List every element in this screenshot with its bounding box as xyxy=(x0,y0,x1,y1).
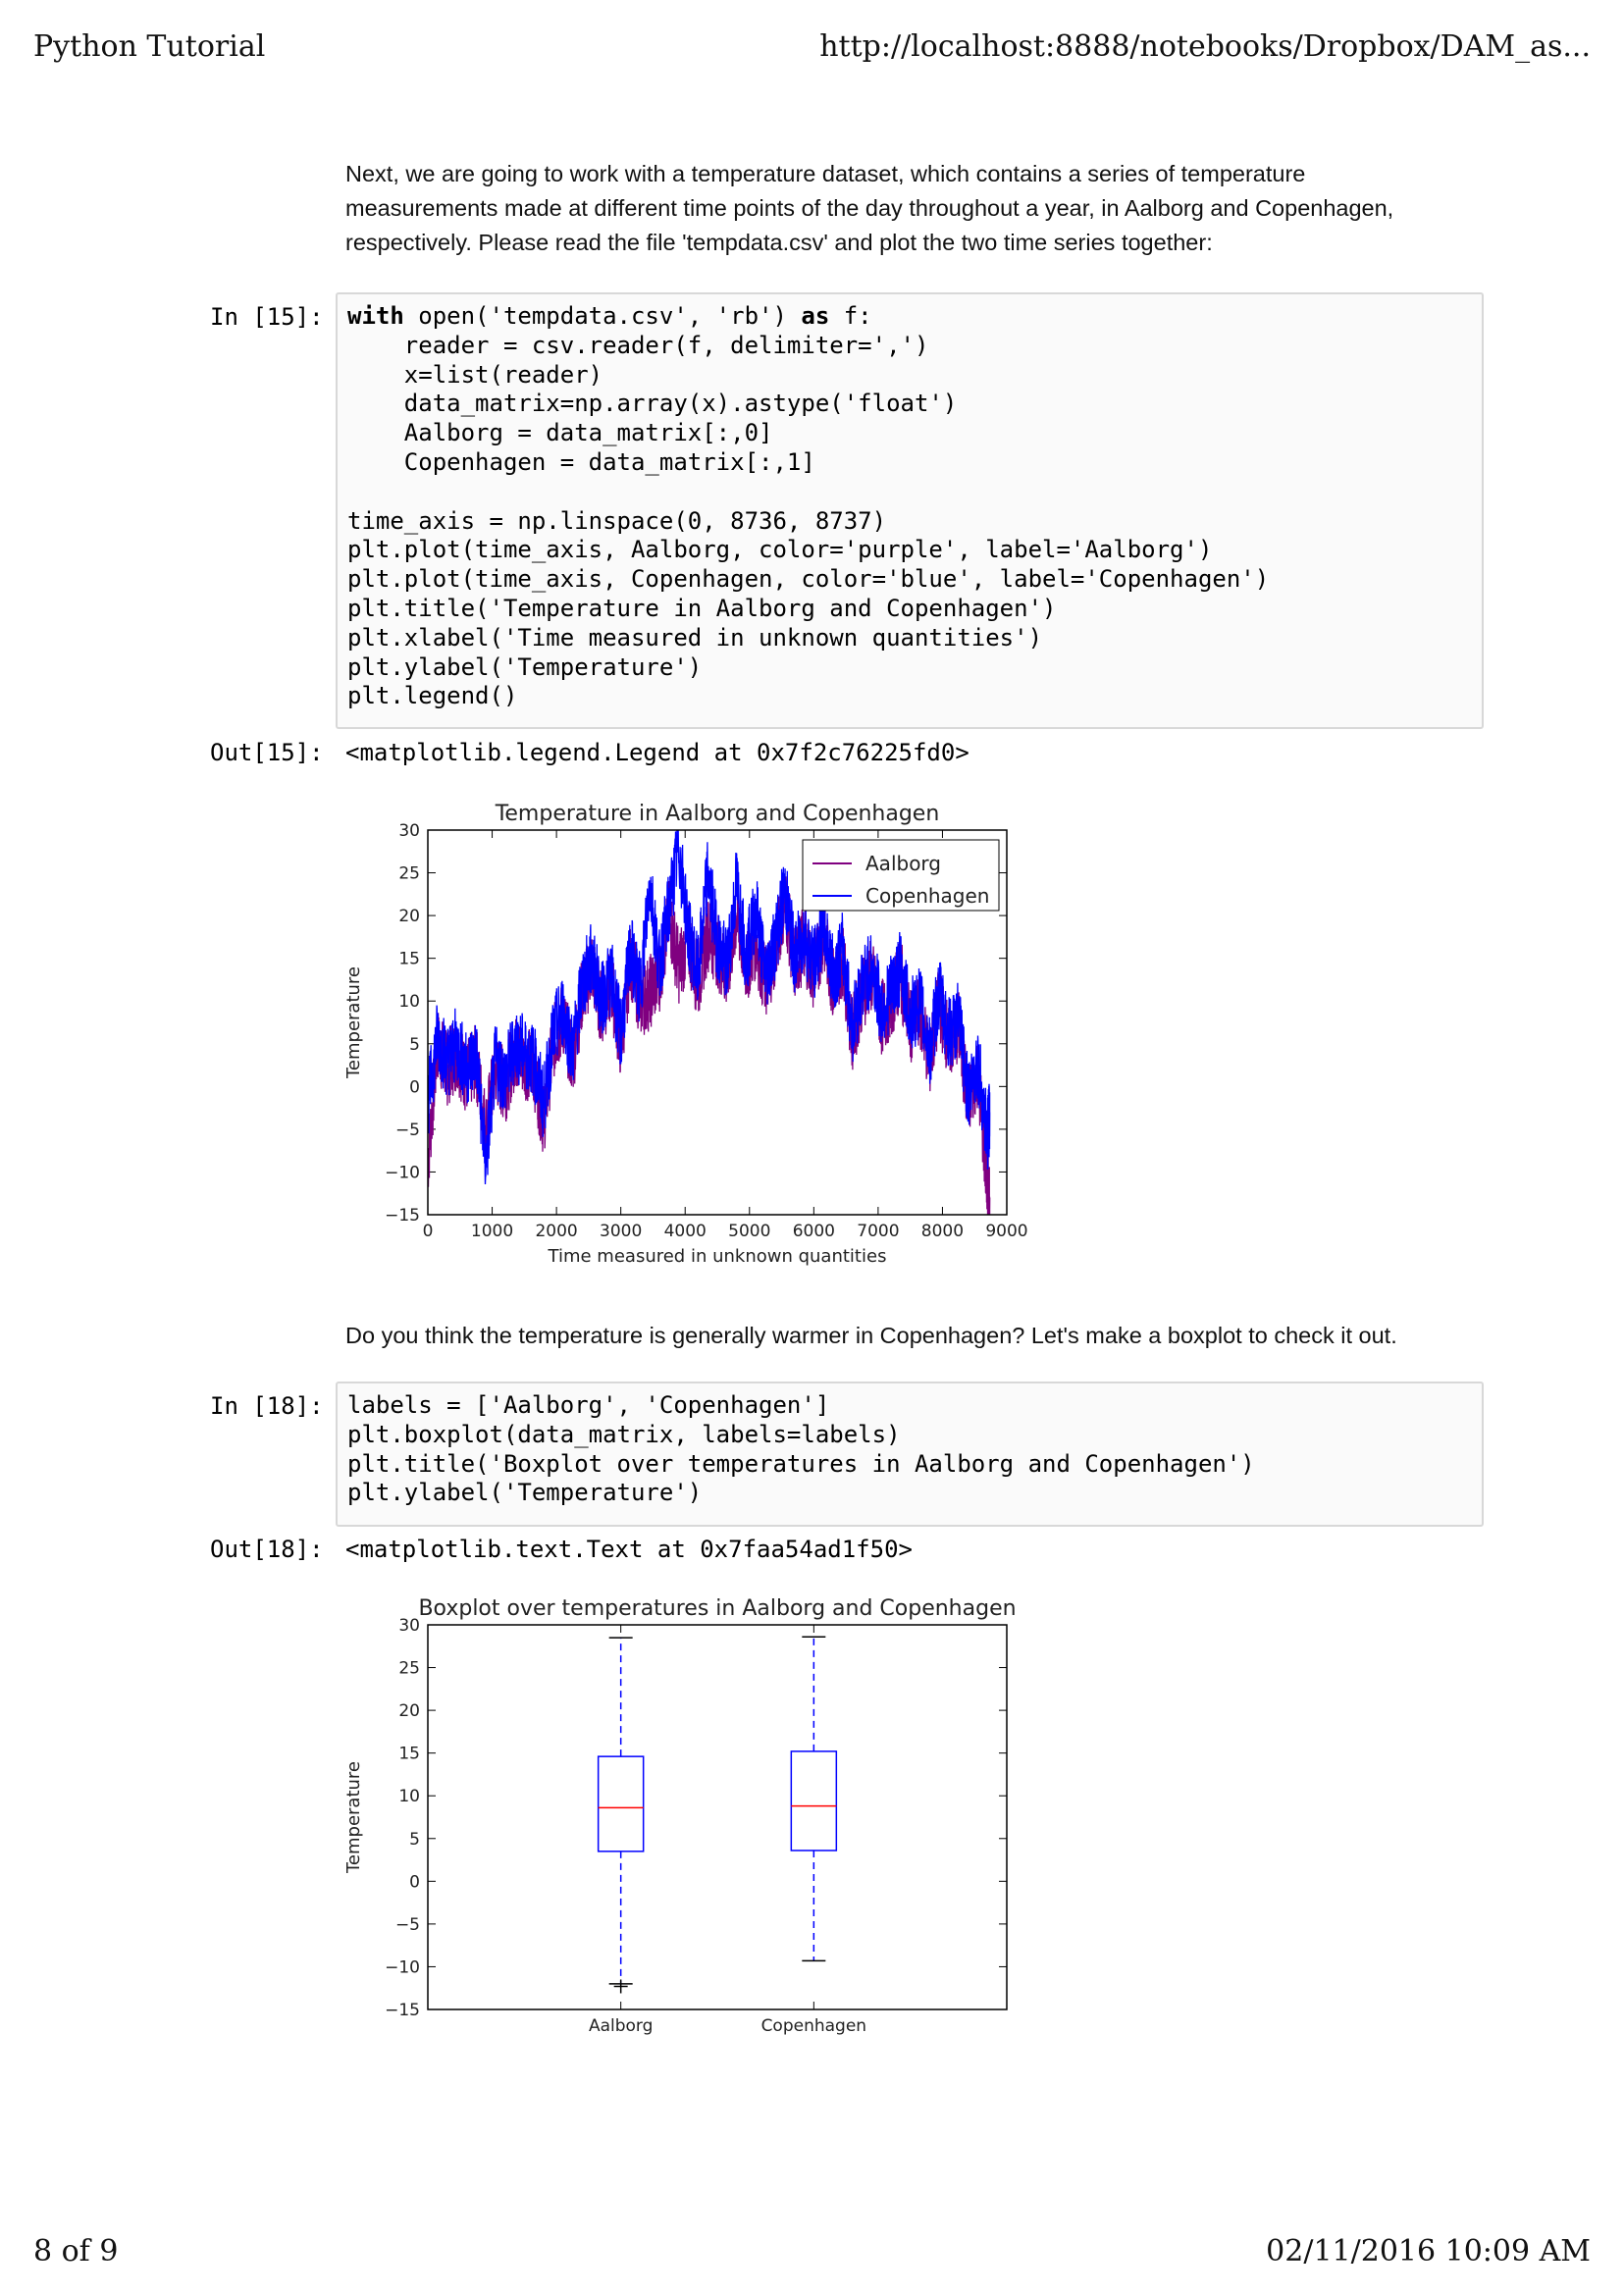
x-tick-label: 2000 xyxy=(535,1222,577,1241)
y-tick-label: 30 xyxy=(398,1616,420,1636)
y-tick-label: 20 xyxy=(398,1701,420,1721)
print-timestamp: 02/11/2016 10:09 AM xyxy=(1266,2234,1591,2269)
plot-frame xyxy=(427,829,1008,1216)
y-tick-label: 15 xyxy=(398,950,420,969)
code-text: open('tempdata.csv', 'rb') xyxy=(403,302,802,330)
code-line: plt.title('Temperature in Aalborg and Co… xyxy=(347,594,1057,622)
code-line: with open('tempdata.csv', 'rb') as f: xyxy=(347,302,1472,332)
x-tick-label: 1000 xyxy=(471,1222,513,1241)
y-tick-label: 25 xyxy=(398,1659,420,1679)
code-line: Copenhagen = data_matrix[:,1] xyxy=(347,447,815,476)
x-tick-label: 7000 xyxy=(857,1222,899,1241)
x-tick-label: 4000 xyxy=(664,1222,707,1241)
code-line: reader = csv.reader(f, delimiter=',') xyxy=(347,331,929,359)
legend-box xyxy=(802,839,1000,912)
cell-output-text: <matplotlib.text.Text at 0x7faa54ad1f50> xyxy=(345,1536,913,1563)
y-tick-label: −10 xyxy=(385,1163,420,1182)
y-tick-label: 0 xyxy=(409,1872,420,1892)
code-line: labels = ['Aalborg', 'Copenhagen'] xyxy=(347,1391,830,1419)
y-tick-label: −10 xyxy=(385,1957,420,1977)
box-plot-chart: Boxplot over temperatures in Aalborg and… xyxy=(343,1596,1017,2036)
y-tick-label: −5 xyxy=(395,1121,420,1140)
output-prompt: Out[18]: xyxy=(210,1536,324,1563)
x-axis-label: Time measured in unknown quantities xyxy=(548,1246,887,1266)
markdown-cell-intro: Next, we are going to work with a temper… xyxy=(345,157,1493,260)
line-chart: Temperature in Aalborg and Copenhagen Tim… xyxy=(343,802,1028,1266)
y-tick-label: 25 xyxy=(398,864,420,884)
box-aalborg xyxy=(597,1755,645,1852)
y-tick-label: 5 xyxy=(409,1035,420,1055)
page-header-title: Python Tutorial xyxy=(33,29,266,64)
code-line: plt.title('Boxplot over temperatures in … xyxy=(347,1449,1255,1478)
x-tick-label: 5000 xyxy=(728,1222,770,1241)
output-prompt: Out[15]: xyxy=(210,739,324,766)
legend-label: Copenhagen xyxy=(865,884,989,908)
code-line: x=list(reader) xyxy=(347,360,603,389)
code-line: plt.plot(time_axis, Copenhagen, color='b… xyxy=(347,565,1270,594)
x-tick-label: Aalborg xyxy=(589,2016,653,2036)
y-tick-label: −5 xyxy=(395,1915,420,1935)
markdown-line: respectively. Please read the file 'temp… xyxy=(345,230,1213,255)
input-prompt: In [18]: xyxy=(210,1392,324,1420)
y-tick-label: 10 xyxy=(398,992,420,1012)
code-line: plt.legend() xyxy=(347,682,518,710)
y-tick-label: 5 xyxy=(409,1830,420,1850)
code-line: plt.boxplot(data_matrix, labels=labels) xyxy=(347,1420,901,1448)
y-tick-label: 30 xyxy=(398,821,420,841)
code-cell[interactable]: labels = ['Aalborg', 'Copenhagen'] plt.bo… xyxy=(336,1382,1484,1527)
y-tick-label: −15 xyxy=(385,1206,420,1226)
code-text: f: xyxy=(829,302,872,330)
legend-label: Aalborg xyxy=(865,852,941,875)
series-line-copenhagen xyxy=(428,830,991,1185)
y-axis-label: Temperature xyxy=(343,1761,364,1874)
code-cell[interactable]: with open('tempdata.csv', 'rb') as f: re… xyxy=(336,292,1484,729)
x-tick-label: 9000 xyxy=(985,1222,1027,1241)
chart-title: Temperature in Aalborg and Copenhagen xyxy=(495,802,940,826)
code-line: plt.ylabel('Temperature') xyxy=(347,652,703,681)
markdown-cell-question: Do you think the temperature is generall… xyxy=(345,1323,1397,1348)
code-line: plt.ylabel('Temperature') xyxy=(347,1479,703,1507)
page-header-url: http://localhost:8888/notebooks/Dropbox/… xyxy=(819,29,1591,64)
plot-frame xyxy=(427,1624,1008,2010)
x-tick-label: 8000 xyxy=(921,1222,964,1241)
code-line: plt.xlabel('Time measured in unknown qua… xyxy=(347,623,1043,652)
y-tick-label: 15 xyxy=(398,1745,420,1764)
y-tick-label: −15 xyxy=(385,2001,420,2020)
x-tick-label: Copenhagen xyxy=(761,2016,867,2036)
x-tick-label: 3000 xyxy=(600,1222,642,1241)
box-copenhagen xyxy=(790,1750,838,1852)
code-line: Aalborg = data_matrix[:,0] xyxy=(347,419,773,447)
y-tick-label: 0 xyxy=(409,1077,420,1097)
keyword: as xyxy=(801,302,830,330)
x-tick-label: 0 xyxy=(423,1222,434,1241)
x-tick-label: 6000 xyxy=(793,1222,835,1241)
chart-title: Boxplot over temperatures in Aalborg and… xyxy=(418,1596,1016,1621)
code-line: plt.plot(time_axis, Aalborg, color='purp… xyxy=(347,536,1213,564)
markdown-line: Next, we are going to work with a temper… xyxy=(345,161,1306,186)
page-number: 8 of 9 xyxy=(33,2234,119,2269)
y-tick-label: 10 xyxy=(398,1787,420,1806)
y-axis-label: Temperature xyxy=(343,966,364,1079)
code-line: time_axis = np.linspace(0, 8736, 8737) xyxy=(347,506,887,535)
markdown-line: measurements made at different time poin… xyxy=(345,195,1394,221)
code-line: data_matrix=np.array(x).astype('float') xyxy=(347,390,958,418)
keyword: with xyxy=(347,302,404,330)
y-tick-label: 20 xyxy=(398,907,420,926)
input-prompt: In [15]: xyxy=(210,303,324,331)
code-line xyxy=(347,478,1472,507)
cell-output-text: <matplotlib.legend.Legend at 0x7f2c76225… xyxy=(345,739,969,766)
